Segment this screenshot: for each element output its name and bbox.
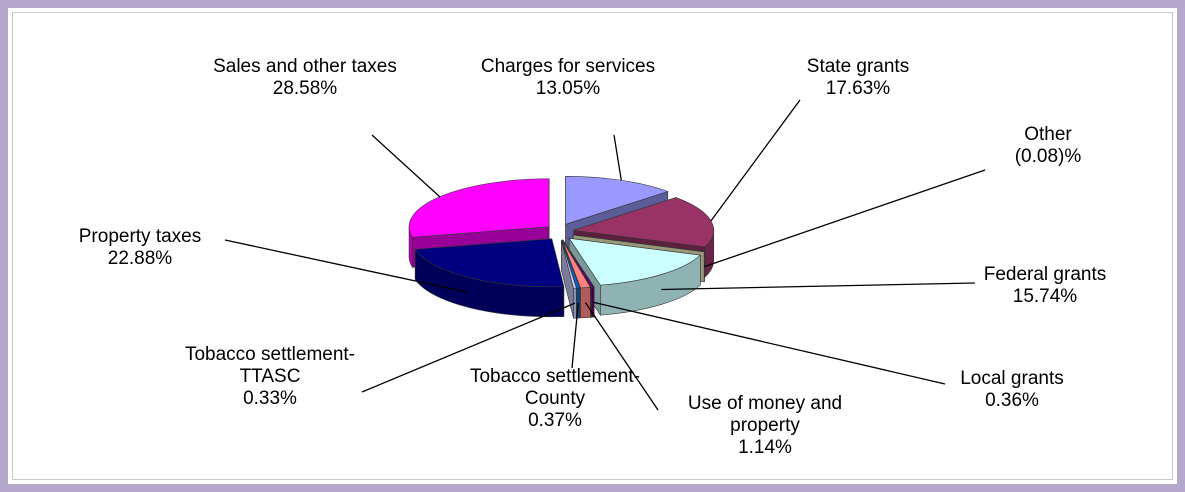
- value-label: 0.36%: [985, 390, 1039, 411]
- data-label: Tobacco settlement-County 0.37%: [455, 366, 655, 432]
- value-label: 22.88%: [107, 248, 173, 269]
- slice: [562, 240, 591, 289]
- category-label: Charges for services: [480, 56, 656, 77]
- value-label: 13.05%: [535, 78, 601, 99]
- category-label: Federal grants: [983, 264, 1107, 285]
- leader-line: [661, 282, 976, 291]
- slice-rim: [580, 286, 591, 319]
- value-label: 28.58%: [272, 78, 338, 99]
- value-label: 0.33%: [243, 388, 297, 409]
- value-label: 1.14%: [738, 437, 792, 458]
- slice: [561, 240, 577, 289]
- data-label: Charges for services 13.05%: [468, 56, 668, 100]
- leader-line: [584, 302, 659, 411]
- slice: [414, 238, 565, 288]
- value-label: 17.63%: [825, 78, 891, 99]
- category-label: Tobacco settlement-County: [469, 366, 641, 409]
- leader-line: [710, 99, 801, 222]
- data-label: State grants 17.63%: [758, 56, 958, 100]
- slice: [573, 197, 715, 248]
- leader-line: [613, 134, 622, 181]
- data-label: Federal grants 15.74%: [945, 264, 1145, 308]
- category-label: Use of money and property: [687, 393, 843, 436]
- value-label: 0.37%: [528, 410, 582, 431]
- data-label: Tobacco settlement-TTASC 0.33%: [170, 344, 370, 410]
- leader-line: [571, 302, 579, 369]
- category-label: Local grants: [960, 368, 1064, 389]
- leader-line: [704, 169, 986, 268]
- leader-line: [361, 302, 576, 393]
- category-label: Tobacco settlement-TTASC: [184, 344, 356, 387]
- leader-line: [371, 134, 441, 198]
- slice: [565, 175, 669, 225]
- data-label: Sales and other taxes 28.58%: [205, 56, 405, 100]
- slice: [573, 234, 706, 253]
- data-label: Local grants 0.36%: [912, 368, 1112, 412]
- value-label: (0.08)%: [1014, 146, 1082, 167]
- category-label: State grants: [806, 56, 910, 77]
- category-label: Sales and other taxes: [213, 56, 397, 77]
- slice: [568, 237, 701, 286]
- data-label: Use of money and property 1.14%: [665, 393, 865, 459]
- chart-area: [12, 12, 1173, 480]
- slice: [562, 240, 595, 288]
- category-label: Other: [1024, 124, 1072, 145]
- leader-line: [224, 239, 470, 294]
- value-label: 15.74%: [1012, 286, 1078, 307]
- data-label: Property taxes 22.88%: [40, 226, 240, 270]
- category-label: Property taxes: [78, 226, 202, 247]
- data-label: Other (0.08)%: [948, 124, 1148, 168]
- leader-line: [592, 301, 946, 385]
